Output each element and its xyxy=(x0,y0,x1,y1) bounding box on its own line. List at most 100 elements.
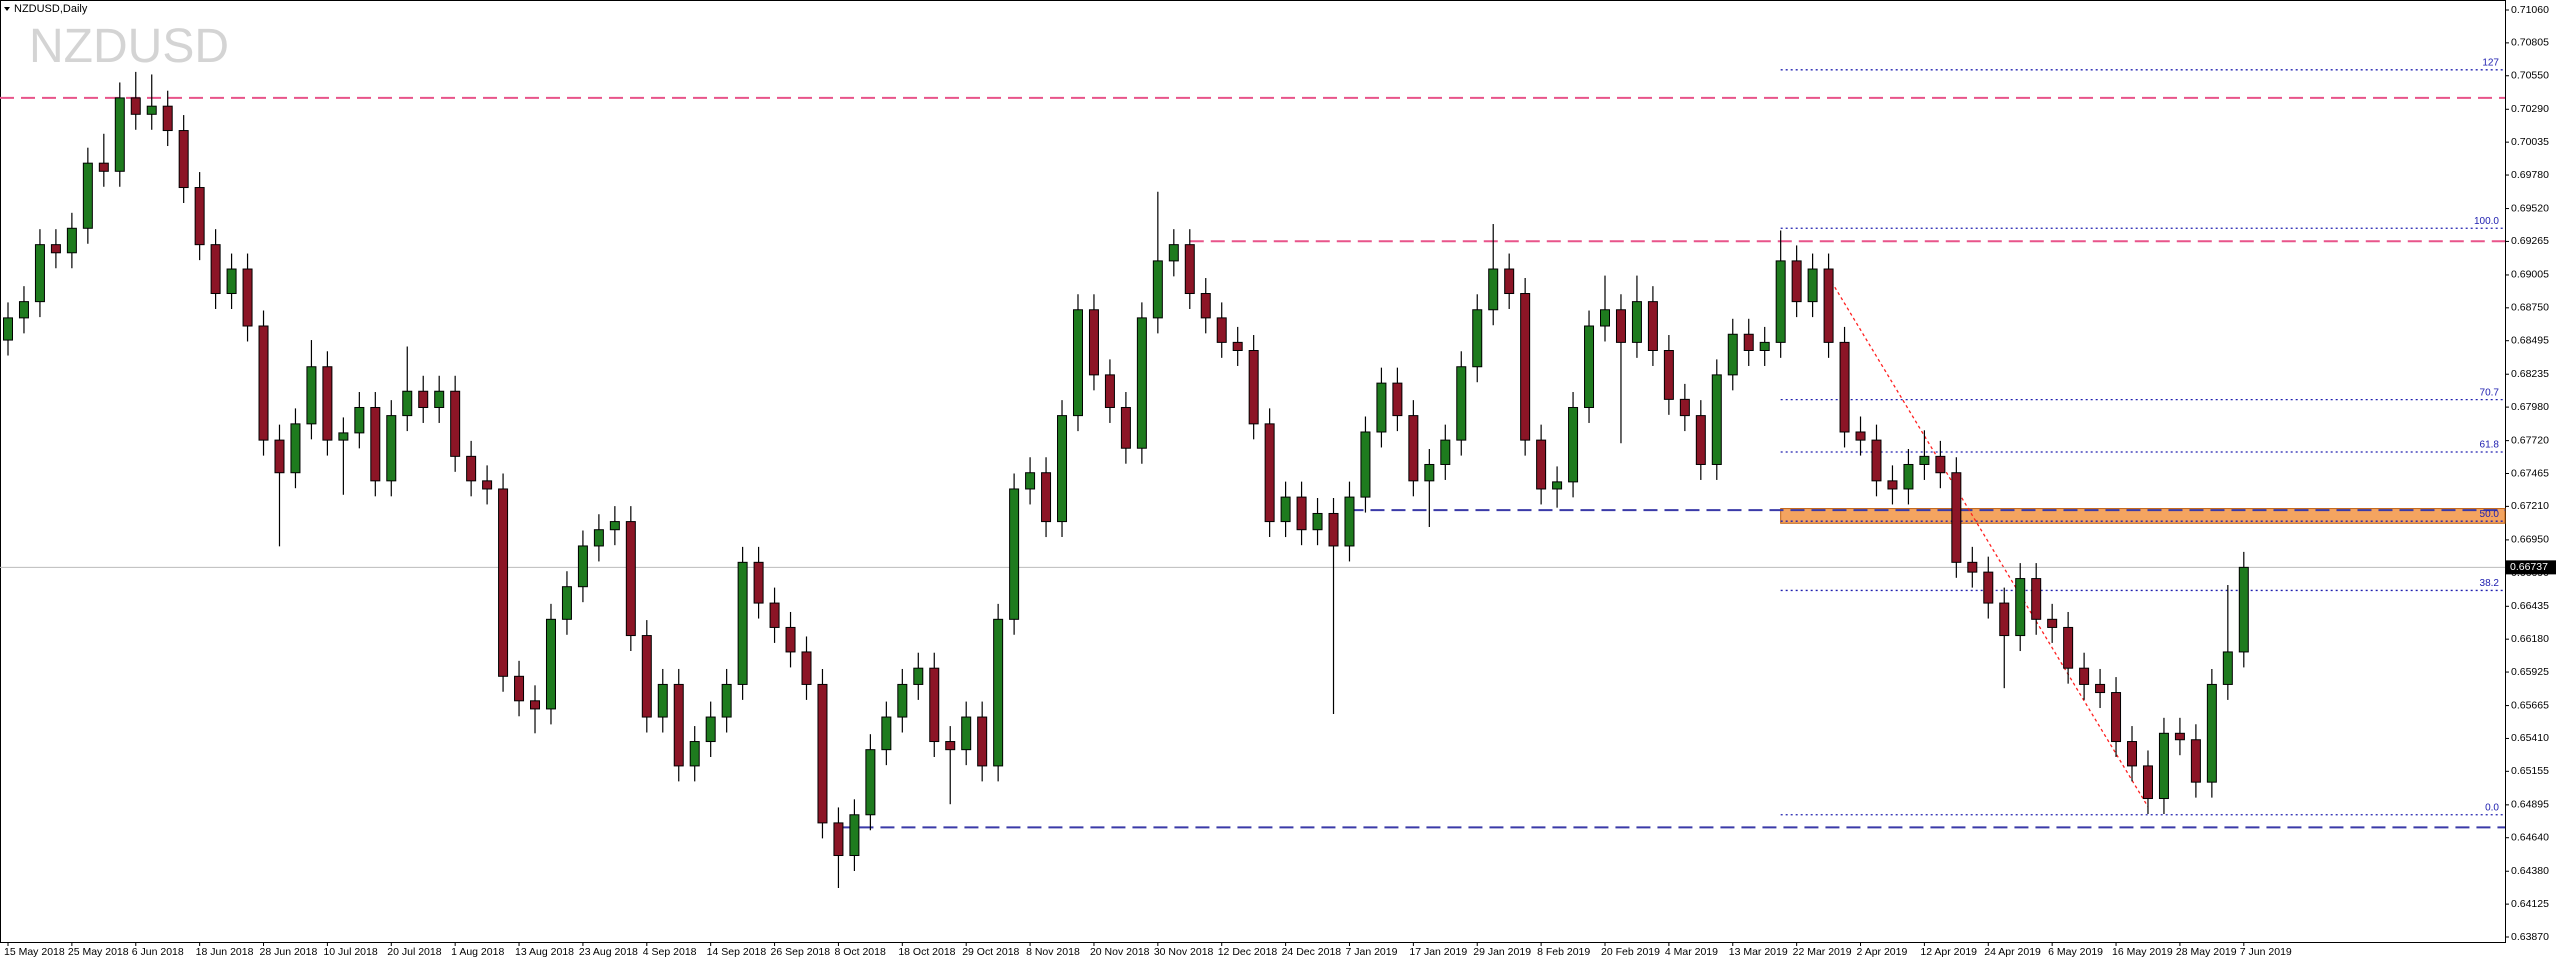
trend-line xyxy=(1828,276,2149,808)
candle-body xyxy=(1424,463,1435,482)
x-tick-label: 6 May 2019 xyxy=(2048,946,2103,958)
candle-body xyxy=(1520,293,1531,441)
candle-body xyxy=(1120,406,1131,449)
candle-body xyxy=(2127,741,2138,767)
candle-body xyxy=(1552,481,1563,490)
candle-body xyxy=(1280,496,1291,523)
candle-body xyxy=(657,683,668,718)
candle-body xyxy=(1408,415,1419,482)
x-tick-label: 12 Dec 2018 xyxy=(1218,946,1278,958)
x-tick-label: 10 Jul 2018 xyxy=(323,946,377,958)
candle-body xyxy=(3,317,13,341)
x-tick-label: 22 Mar 2019 xyxy=(1793,946,1852,958)
y-tick-label: 0.64125 xyxy=(2511,898,2549,910)
candle-body xyxy=(1631,301,1642,343)
y-tick-label: 0.69265 xyxy=(2511,235,2549,247)
candle-body xyxy=(1328,512,1339,547)
candle-body xyxy=(498,488,509,677)
candle-body xyxy=(1057,415,1068,523)
candle-body xyxy=(1855,431,1866,441)
candle-body xyxy=(1823,268,1834,343)
candle-body xyxy=(1296,496,1307,531)
candle-body xyxy=(306,366,317,425)
x-tick-label: 7 Jun 2019 xyxy=(2240,946,2292,958)
candle-body xyxy=(1344,496,1355,547)
x-tick-label: 16 May 2019 xyxy=(2112,946,2173,958)
candle-body xyxy=(1232,341,1243,352)
candle-body xyxy=(242,268,253,327)
x-tick-label: 4 Sep 2018 xyxy=(643,946,697,958)
y-tick-label: 0.69780 xyxy=(2511,169,2549,181)
candle-body xyxy=(1951,472,1962,563)
candle-body xyxy=(98,162,109,172)
x-tick-label: 29 Oct 2018 xyxy=(962,946,1019,958)
candle-body xyxy=(482,480,493,490)
plot-frame xyxy=(0,0,2506,943)
x-tick-label: 15 May 2018 xyxy=(4,946,65,958)
y-tick-label: 0.69005 xyxy=(2511,269,2549,281)
candle-body xyxy=(1727,333,1738,376)
y-tick-label: 0.65925 xyxy=(2511,666,2549,678)
candle-body xyxy=(721,683,732,718)
candle-body xyxy=(593,529,604,547)
candle-body xyxy=(194,187,205,246)
candle-body xyxy=(1743,333,1754,352)
x-tick-label: 8 Nov 2018 xyxy=(1026,946,1080,958)
candle-body xyxy=(2111,692,2122,743)
candle-body xyxy=(1615,309,1626,343)
candle-body xyxy=(2095,683,2106,694)
candle-body xyxy=(2031,578,2042,620)
candle-body xyxy=(1679,398,1690,417)
candle-body xyxy=(1584,325,1595,408)
candle-body xyxy=(290,423,301,474)
candle-body xyxy=(1663,350,1674,400)
x-tick-label: 29 Jan 2019 xyxy=(1473,946,1531,958)
y-tick-label: 0.68750 xyxy=(2511,302,2549,314)
candle-body xyxy=(2190,739,2201,783)
x-tick-label: 24 Apr 2019 xyxy=(1984,946,2041,958)
candle-body xyxy=(769,602,780,628)
x-tick-label: 24 Dec 2018 xyxy=(1282,946,1342,958)
candle-body xyxy=(386,415,397,482)
candle-body xyxy=(66,227,77,254)
y-tick-label: 0.63870 xyxy=(2511,931,2549,943)
x-tick-label: 18 Oct 2018 xyxy=(898,946,955,958)
menu-arrow[interactable] xyxy=(4,7,10,11)
y-tick-label: 0.65410 xyxy=(2511,732,2549,744)
candle-body xyxy=(1488,268,1499,311)
candle-body xyxy=(1759,341,1770,352)
candle-body xyxy=(1536,439,1547,490)
x-tick-label: 13 Aug 2018 xyxy=(515,946,574,958)
y-tick-label: 0.70805 xyxy=(2511,37,2549,49)
candle-body xyxy=(2158,732,2169,800)
x-tick-label: 12 Apr 2019 xyxy=(1920,946,1977,958)
y-tick-label: 0.67720 xyxy=(2511,434,2549,446)
y-tick-label: 0.66180 xyxy=(2511,633,2549,645)
candle-body xyxy=(210,244,221,295)
candle-body xyxy=(114,97,125,172)
y-tick-label: 0.67465 xyxy=(2511,467,2549,479)
candle-body xyxy=(1695,415,1706,465)
x-tick-label: 8 Oct 2018 xyxy=(834,946,886,958)
y-tick-label: 0.66950 xyxy=(2511,534,2549,546)
candle-body xyxy=(34,244,45,303)
candle-body xyxy=(1600,309,1610,327)
candle-body xyxy=(753,561,764,604)
candle-body xyxy=(1919,455,1930,465)
candle-body xyxy=(82,162,93,229)
y-tick-label: 0.67210 xyxy=(2511,500,2549,512)
zone xyxy=(1780,508,2506,524)
candle-body xyxy=(1791,260,1802,303)
x-tick-label: 20 Nov 2018 xyxy=(1090,946,1150,958)
candle-body xyxy=(274,439,285,474)
candle-body xyxy=(1807,268,1818,303)
candle-body xyxy=(609,521,620,531)
fib-label: 0.0 xyxy=(2485,802,2499,813)
candle-body xyxy=(1504,268,1515,295)
candle-body xyxy=(817,683,828,824)
y-tick-label: 0.67980 xyxy=(2511,401,2549,413)
y-tick-label: 0.69520 xyxy=(2511,202,2549,214)
fib-label: 50.0 xyxy=(2480,509,2500,520)
candle-body xyxy=(1184,244,1195,295)
